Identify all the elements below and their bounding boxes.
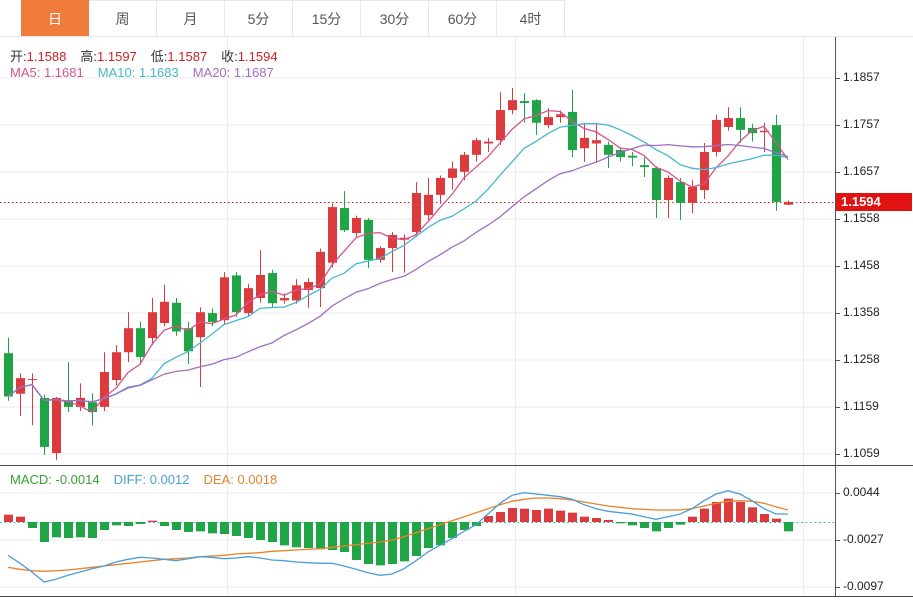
tab-5min[interactable]: 5分 <box>225 0 293 36</box>
low-label: 低: <box>150 49 168 64</box>
y-axis-label: 1.1757 <box>843 117 880 131</box>
high-value: 1.1597 <box>97 49 137 64</box>
tab-30min[interactable]: 30分 <box>361 0 429 36</box>
ma20-readout: MA20: 1.1687 <box>192 65 274 80</box>
y-axis-label: 1.1657 <box>843 164 880 178</box>
timeframe-tabbar: 日 周 月 5分 15分 30分 60分 4时 <box>21 0 565 36</box>
ohlc-readout: 开:1.1588 高:1.1597 低:1.1587 收:1.1594 <box>10 46 292 65</box>
y-axis-label: -0.0027 <box>843 532 884 546</box>
tab-day[interactable]: 日 <box>21 0 89 36</box>
macd-value-readout: MACD: -0.0014 <box>10 472 100 487</box>
y-axis-label: 1.1258 <box>843 352 880 366</box>
open-value: 1.1588 <box>26 49 67 64</box>
close-value: 1.1594 <box>237 49 278 64</box>
tab-month[interactable]: 月 <box>157 0 225 36</box>
tab-4hour[interactable]: 4时 <box>497 0 565 36</box>
close-label: 收: <box>221 49 238 64</box>
low-value: 1.1587 <box>167 49 208 64</box>
last-price-badge: 1.1594 <box>836 193 912 211</box>
y-axis-label: 1.1358 <box>843 305 880 319</box>
open-label: 开: <box>10 49 27 64</box>
y-axis-label: 1.1857 <box>843 70 880 84</box>
dea-value-readout: DEA: 0.0018 <box>203 472 278 487</box>
y-axis-label: -0.0097 <box>843 579 884 593</box>
y-axis-label: 1.1059 <box>843 446 880 460</box>
tab-15min[interactable]: 15分 <box>293 0 361 36</box>
ma5-readout: MA5: 1.1681 <box>10 65 84 80</box>
y-axis-label: 1.1159 <box>843 399 879 413</box>
ma-readout: MA5: 1.1681 MA10: 1.1683 MA20: 1.1687 <box>10 65 274 80</box>
y-axis-label: 1.1458 <box>843 258 880 272</box>
tab-60min[interactable]: 60分 <box>429 0 497 36</box>
tabbar-divider <box>0 36 913 37</box>
diff-value-readout: DIFF: 0.0012 <box>113 472 190 487</box>
ma10-readout: MA10: 1.1683 <box>97 65 179 80</box>
tab-week[interactable]: 周 <box>89 0 157 36</box>
y-axis-label: 0.0044 <box>843 485 880 499</box>
high-label: 高: <box>80 49 98 64</box>
y-axis-label: 1.1558 <box>843 211 880 225</box>
macd-readout: MACD: -0.0014 DIFF: 0.0012 DEA: 0.0018 <box>10 472 277 487</box>
